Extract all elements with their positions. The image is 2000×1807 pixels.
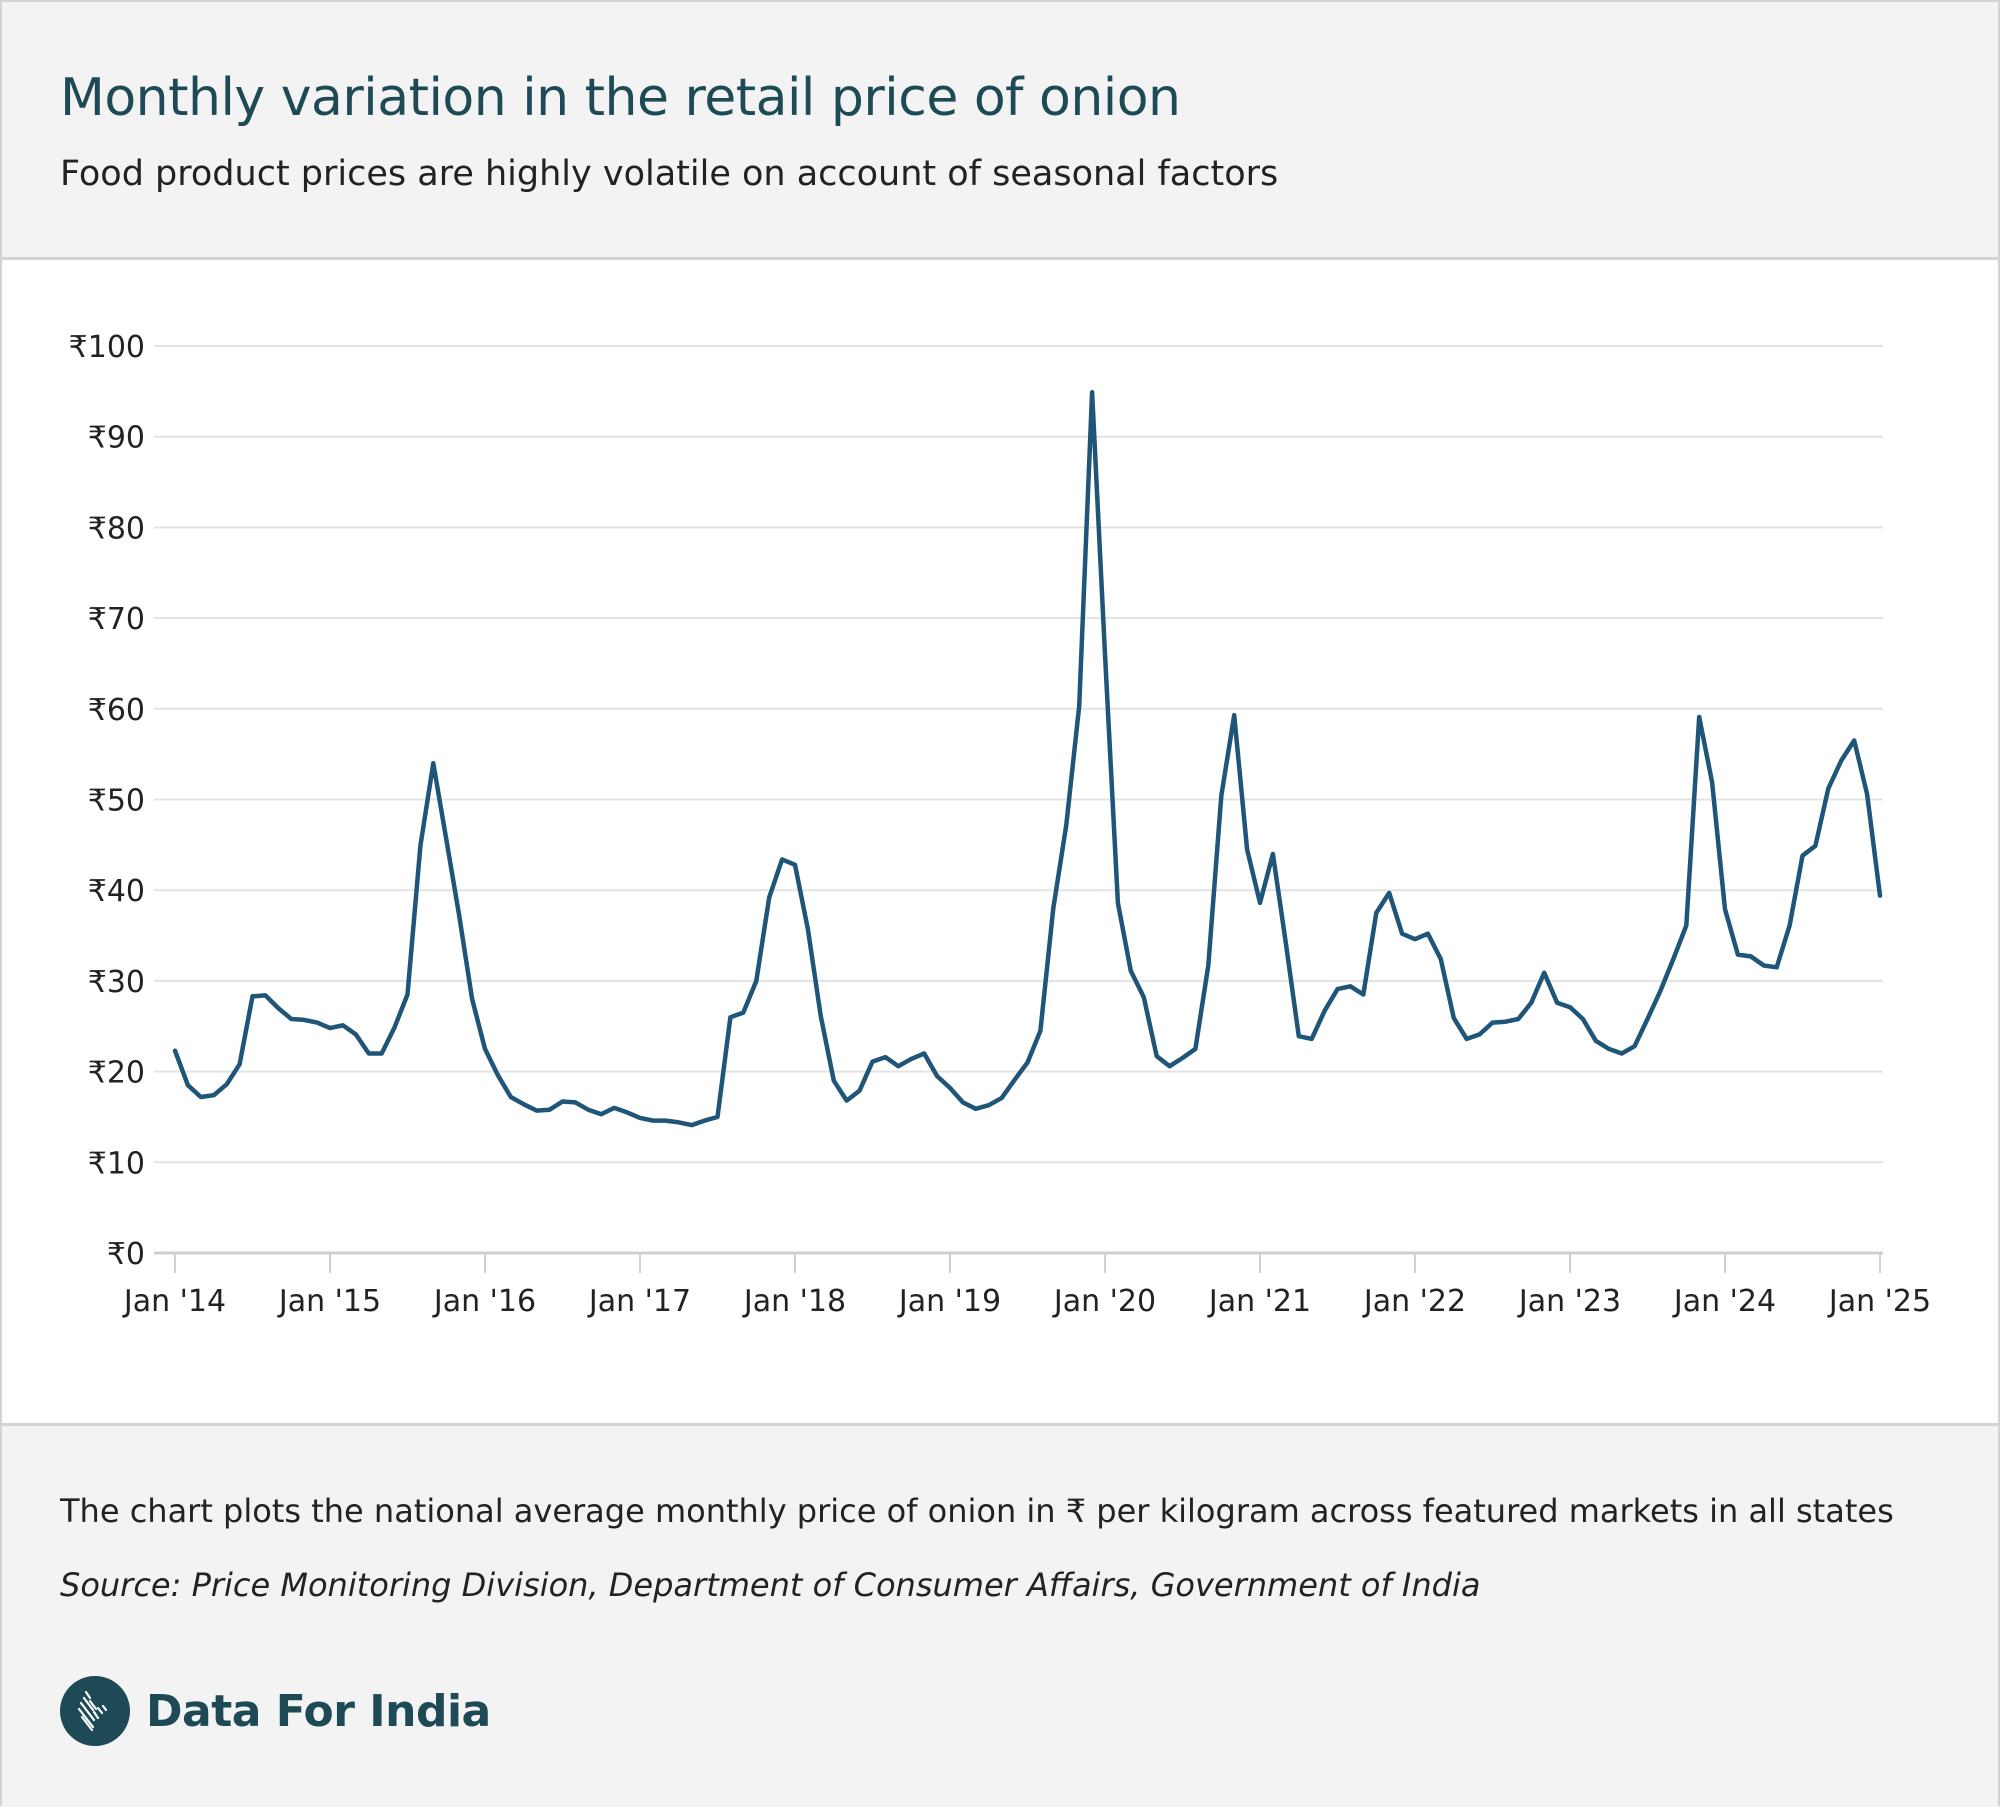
x-tick-label: Jan '24 [1672,1284,1776,1319]
chart-area: ₹0 ₹10 ₹20 ₹30 ₹40 ₹50 ₹60 ₹70 ₹80 ₹90 ₹100 Jan '1… [2,260,1998,1423]
price-line [172,390,1883,1128]
x-tick-label: Jan '20 [1052,1284,1156,1319]
y-tick-label: ₹40 [88,874,145,909]
chart-note: The chart plots the national average mon… [60,1492,1894,1530]
line-chart: ₹0 ₹10 ₹20 ₹30 ₹40 ₹50 ₹60 ₹70 ₹80 ₹90 ₹100 Jan '1… [69,330,1931,1319]
y-tick-label: ₹30 [88,965,145,1000]
x-axis: Jan '14 Jan '15 Jan '16 Jan '17 Jan '18 Jan '… [122,1251,1931,1319]
y-tick-label: ₹100 [69,330,145,365]
y-tick-label: ₹70 [88,602,145,637]
chart-title: Monthly variation in the retail price of… [60,68,1181,128]
chart-source: Source: Price Monitoring Division, Depar… [60,1566,1481,1604]
x-tick-label: Jan '15 [277,1284,381,1319]
y-tick-label: ₹20 [88,1056,145,1091]
y-tick-label: ₹10 [88,1146,145,1181]
x-tick-label: Jan '18 [742,1284,846,1319]
y-tick-label: ₹80 [88,511,145,546]
x-tick-label: Jan '16 [432,1284,536,1319]
x-tick-label: Jan '19 [897,1284,1001,1319]
chart-subtitle: Food product prices are highly volatile … [60,154,1279,194]
y-tick-label: ₹0 [107,1237,145,1272]
y-tick-label: ₹90 [88,421,145,456]
chart-header: Monthly variation in the retail price of… [2,2,1998,260]
x-tick-label: Jan '17 [587,1284,691,1319]
brand[interactable]: Data For India [60,1676,491,1746]
x-tick-label: Jan '25 [1827,1284,1931,1319]
india-map-logo-icon [60,1676,130,1746]
brand-name: Data For India [146,1685,491,1737]
y-axis-labels: ₹0 ₹10 ₹20 ₹30 ₹40 ₹50 ₹60 ₹70 ₹80 ₹90 ₹100 [69,330,145,1272]
gridlines [154,345,1883,1164]
x-tick-label: Jan '14 [122,1284,226,1319]
chart-footer: The chart plots the national average mon… [2,1423,1998,1807]
x-tick-label: Jan '23 [1517,1284,1621,1319]
x-tick-label: Jan '21 [1207,1284,1311,1319]
series-layer [172,390,1883,1128]
x-tick-label: Jan '22 [1362,1284,1466,1319]
y-tick-label: ₹50 [88,784,145,819]
y-tick-label: ₹60 [88,693,145,728]
